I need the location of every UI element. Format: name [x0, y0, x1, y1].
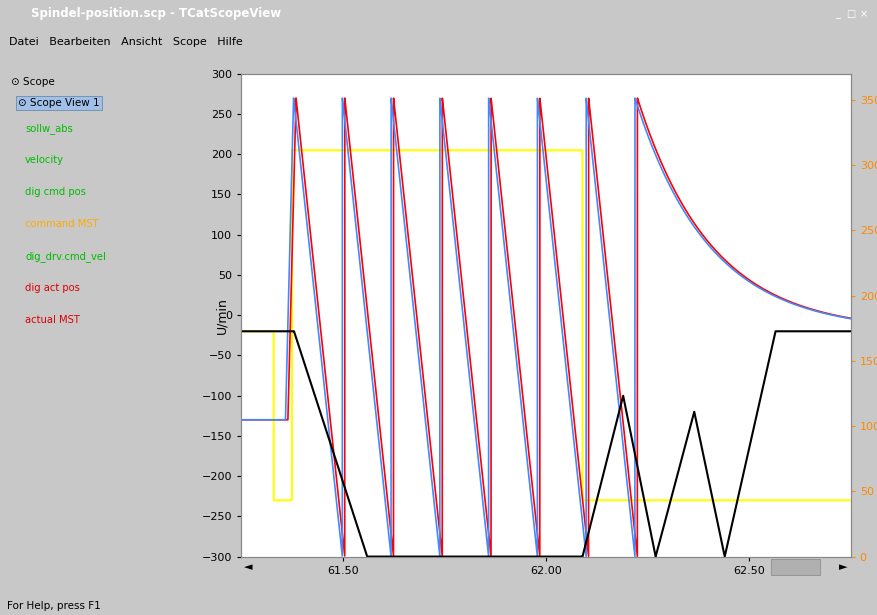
Bar: [772, 558, 820, 575]
Text: □: □: [846, 9, 855, 19]
Text: ◄: ◄: [244, 561, 253, 572]
Text: Datei   Bearbeiten   Ansicht   Scope   Hilfe: Datei Bearbeiten Ansicht Scope Hilfe: [9, 36, 243, 47]
Text: U/min: U/min: [215, 297, 228, 333]
Text: For Help, press F1: For Help, press F1: [7, 601, 101, 611]
Text: _: _: [835, 9, 840, 19]
Text: sollw_abs: sollw_abs: [25, 123, 73, 134]
Text: Spindel-position.scp - TCatScopeView: Spindel-position.scp - TCatScopeView: [31, 7, 281, 20]
Text: command MST: command MST: [25, 219, 99, 229]
Text: ►: ►: [839, 561, 848, 572]
Text: velocity: velocity: [25, 155, 64, 165]
Text: actual MST: actual MST: [25, 315, 80, 325]
Text: dig act pos: dig act pos: [25, 283, 80, 293]
Text: ⊙ Scope View 1: ⊙ Scope View 1: [18, 98, 100, 108]
Text: ×: ×: [859, 9, 868, 19]
Text: dig cmd pos: dig cmd pos: [25, 187, 86, 197]
Text: ⊙ Scope: ⊙ Scope: [11, 77, 54, 87]
Text: dig_drv.cmd_vel: dig_drv.cmd_vel: [25, 251, 106, 262]
